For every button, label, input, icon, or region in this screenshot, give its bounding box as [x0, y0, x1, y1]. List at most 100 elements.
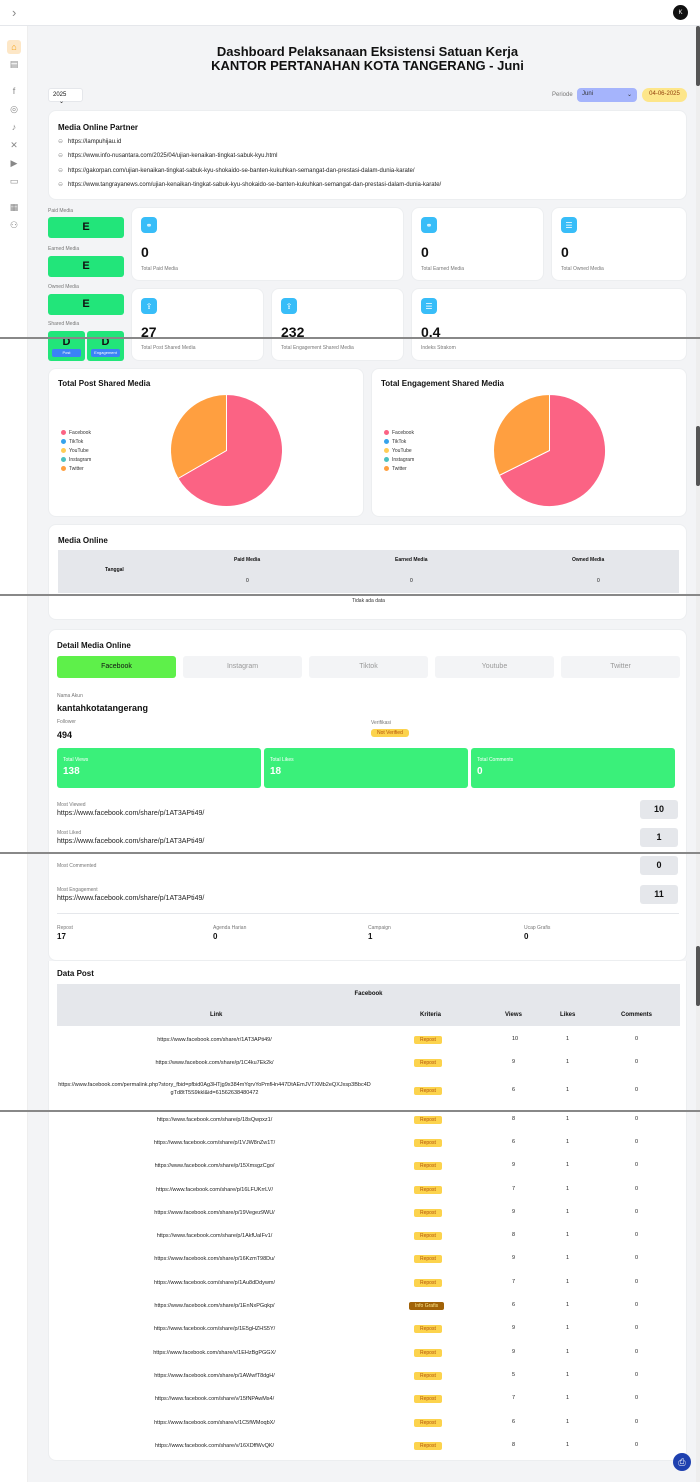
pie-slice-facebook[interactable]	[498, 393, 606, 507]
col-earned: Earned Media	[395, 557, 428, 563]
cell-views: 9	[512, 1208, 516, 1215]
scrollbar[interactable]	[696, 26, 700, 1482]
most-engagement-link[interactable]: https://www.facebook.com/share/p/1AT3APt…	[57, 895, 205, 902]
legend-item[interactable]: Twitter	[384, 464, 414, 473]
stat-label: Total Owned Media	[561, 266, 604, 272]
post-link[interactable]: https://www.facebook.com/share/v/1EHzBgP…	[153, 1349, 276, 1356]
pie-slice-twitter[interactable]	[493, 393, 550, 477]
post-link[interactable]: https://www.facebook.com/permalink.php?s…	[58, 1081, 371, 1096]
table-row: https://www.facebook.com/share/v/1C5fWMo…	[57, 1411, 680, 1434]
pie-slice-twitter[interactable]	[170, 393, 227, 480]
post-link[interactable]: https://www.facebook.com/share/v/15fNPAw…	[154, 1396, 275, 1403]
scrollbar-thumb[interactable]	[696, 426, 700, 486]
legend-item[interactable]: Facebook	[384, 428, 414, 437]
partner-link[interactable]: ⊖ https://www.tangrayanews.com/ujian-kena…	[58, 182, 442, 188]
legend-item[interactable]: TikTok	[384, 437, 414, 446]
tab-facebook[interactable]: Facebook	[57, 656, 176, 678]
post-link[interactable]: https://www.facebook.com/share/p/1EnNxPG…	[154, 1303, 275, 1309]
cell-comments: 0	[635, 1115, 639, 1122]
most-liked-link[interactable]: https://www.facebook.com/share/p/1AT3APt…	[57, 838, 205, 845]
tiktok-icon[interactable]: ♪	[11, 122, 17, 132]
cell-comments: 0	[635, 1348, 639, 1355]
instagram-icon[interactable]: ◎	[10, 103, 18, 114]
post-link[interactable]: https://www.facebook.com/share/p/1C4ku7E…	[155, 1060, 274, 1067]
most-viewed-link[interactable]: https://www.facebook.com/share/p/1AT3APt…	[57, 810, 205, 817]
tab-youtube[interactable]: Youtube	[435, 656, 554, 678]
legend-item[interactable]: YouTube	[61, 446, 91, 455]
table-row: https://www.facebook.com/share/p/18sQwpx…	[57, 1108, 680, 1131]
agenda-count: 0	[213, 932, 218, 941]
scrollbar-thumb[interactable]	[696, 26, 700, 86]
post-link[interactable]: https://www.facebook.com/share/p/1AkfUaI…	[156, 1233, 273, 1240]
pie-chart-post[interactable]	[169, 393, 284, 508]
legend-item[interactable]: Twitter	[61, 464, 91, 473]
kriteria-badge: Repost	[414, 1395, 442, 1404]
cast-icon[interactable]: ▭	[9, 175, 19, 186]
post-link[interactable]: https://www.facebook.com/share/v/16XDffW…	[154, 1442, 275, 1449]
cell-views: 6	[512, 1138, 516, 1145]
cell-views: 8	[512, 1441, 516, 1448]
post-link[interactable]: https://www.facebook.com/share/p/15Xmsgz…	[154, 1163, 275, 1170]
col-comments: Comments	[621, 1012, 653, 1018]
cell-likes: 1	[566, 1441, 570, 1448]
stat-value: 0	[561, 244, 569, 260]
print-button[interactable]: ⎙	[673, 1453, 691, 1471]
stat-value: 0	[421, 244, 429, 260]
post-link[interactable]: https://www.facebook.com/share/p/1VJW8nZ…	[153, 1139, 276, 1146]
share-icon: ⇪	[281, 298, 297, 314]
scrollbar-thumb[interactable]	[696, 946, 700, 1006]
report-icon[interactable]: ▦	[9, 201, 19, 212]
table-row: https://www.facebook.com/share/p/1E5gHZH…	[57, 1317, 680, 1340]
partner-link[interactable]: ⊖ https://lampuhijau.id	[58, 139, 122, 145]
tab-twitter[interactable]: Twitter	[561, 656, 680, 678]
post-link[interactable]: https://www.facebook.com/share/p/19Vegez…	[154, 1209, 275, 1216]
facebook-icon[interactable]: f	[12, 86, 16, 96]
pie-slice-facebook[interactable]	[177, 393, 283, 507]
users-icon[interactable]: ⚇	[9, 219, 19, 230]
document-icon[interactable]: ▤	[9, 58, 19, 69]
year-select[interactable]: 2025 ⌄	[48, 88, 83, 105]
tab-instagram[interactable]: Instagram	[183, 656, 302, 678]
stat-card-paid: ⚭ 0 Total Paid Media	[131, 207, 404, 281]
tab-tiktok[interactable]: Tiktok	[309, 656, 428, 678]
pie-chart-engagement[interactable]	[492, 393, 607, 508]
post-link[interactable]: https://www.facebook.com/share/p/1Au8dDd…	[153, 1279, 276, 1286]
paid-media-grade: E	[48, 217, 124, 238]
kriteria-badge: Repost	[414, 1232, 442, 1241]
legend-item[interactable]: Facebook	[61, 428, 91, 437]
divider	[0, 337, 700, 339]
post-link[interactable]: https://www.facebook.com/share/p/16KzmT9…	[154, 1256, 275, 1263]
cell-likes: 1	[566, 1086, 570, 1093]
legend-item[interactable]: YouTube	[384, 446, 414, 455]
post-link[interactable]: https://www.facebook.com/share/p/18sQwpx…	[156, 1116, 273, 1123]
post-link[interactable]: https://www.facebook.com/share/v/1C5fWMo…	[154, 1419, 275, 1426]
post-link[interactable]: https://www.facebook.com/share/p/1AWwfT8…	[154, 1372, 275, 1379]
cell-views: 10	[512, 1036, 519, 1042]
data-post-header: Facebook Link Kriteria Views Likes Comme…	[57, 984, 680, 1026]
post-link[interactable]: https://www.facebook.com/share/p/1E5gHZH…	[153, 1326, 276, 1333]
link-icon: ⊖	[58, 182, 64, 188]
partner-link[interactable]: ⊖ https://www.info-nusantara.com/2025/04/…	[58, 153, 278, 159]
youtube-icon[interactable]: ▶	[10, 157, 18, 168]
list-icon: ☰	[561, 217, 577, 233]
post-link[interactable]: https://www.facebook.com/share/p/16LFUKr…	[156, 1186, 273, 1193]
share-icon: ⇪	[141, 298, 157, 314]
home-icon[interactable]: ⌂	[7, 40, 21, 54]
avatar[interactable]: K	[673, 5, 688, 20]
chart-legend: Facebook TikTok YouTube Instagram Twitte…	[384, 428, 414, 473]
legend-item[interactable]: TikTok	[61, 437, 91, 446]
sidebar: ⌂ ▤ f ◎ ♪ ✕ ▶ ▭ ▦ ⚇	[0, 26, 28, 1482]
kriteria-badge: Repost	[414, 1115, 442, 1124]
month-select[interactable]: Juni ⌄	[577, 88, 637, 102]
partner-link[interactable]: ⊖ https://gakorpan.com/ujian-kenaikan-tin…	[58, 168, 415, 174]
chevron-down-icon: ⌄	[626, 92, 632, 98]
chevron-right-icon[interactable]: ›	[12, 5, 17, 20]
x-icon[interactable]: ✕	[10, 139, 18, 150]
table-row: https://www.facebook.com/share/p/1C4ku7E…	[57, 1051, 680, 1074]
most-liked-count: 1	[640, 828, 678, 847]
legend-item[interactable]: Instagram	[384, 455, 414, 464]
platform-header: Facebook	[354, 991, 383, 997]
legend-item[interactable]: Instagram	[61, 455, 91, 464]
cell-likes: 1	[566, 1371, 570, 1378]
post-link[interactable]: https://www.facebook.com/share/r/1AT3APt…	[157, 1037, 272, 1043]
